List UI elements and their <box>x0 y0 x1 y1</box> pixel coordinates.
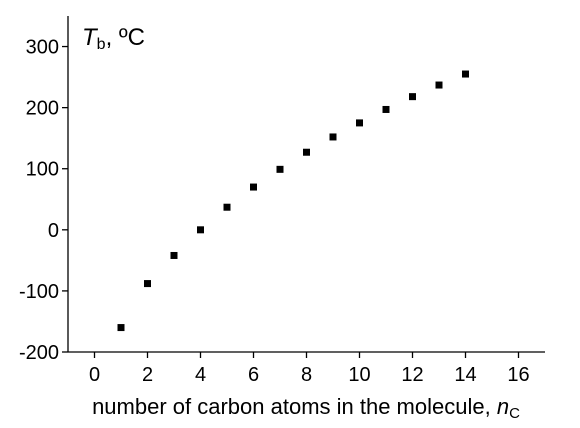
point <box>303 148 310 156</box>
x-tick-label: 6 <box>248 364 259 386</box>
x-tick-label: 0 <box>89 364 100 386</box>
point <box>409 93 416 101</box>
point <box>250 183 257 191</box>
y-tick-label: 0 <box>48 220 59 242</box>
x-tick-label: 2 <box>142 364 153 386</box>
y-label-symbol: T <box>82 24 99 51</box>
y-tick-label: -100 <box>19 281 59 303</box>
point <box>117 324 125 332</box>
x-tick-label: 10 <box>348 364 370 386</box>
y-label-subscript: b <box>97 36 106 53</box>
point <box>170 251 178 259</box>
x-tick-label: 14 <box>454 364 476 386</box>
point <box>435 81 443 89</box>
x-label-text: number of carbon atoms in the molecule, <box>92 394 497 419</box>
x-axis-label: number of carbon atoms in the molecule, … <box>92 394 520 422</box>
y-label-rest: , ºC <box>106 24 145 51</box>
point <box>462 70 469 78</box>
point <box>356 119 363 127</box>
point <box>144 280 151 288</box>
y-tick-label: 100 <box>26 159 59 181</box>
point <box>382 105 390 113</box>
x-tick-label: 12 <box>401 364 423 386</box>
y-axis-label: Tb, ºC <box>82 24 145 53</box>
point <box>197 226 204 234</box>
y-tick-label: 300 <box>26 37 59 59</box>
x-tick-label: 4 <box>195 364 206 386</box>
point <box>276 165 284 173</box>
point <box>329 133 337 141</box>
x-tick-label: 8 <box>301 364 312 386</box>
y-tick-label: 200 <box>26 98 59 120</box>
point <box>223 203 231 211</box>
x-label-subscript: C <box>509 405 520 422</box>
y-tick-label: -200 <box>19 342 59 364</box>
x-tick-label: 16 <box>507 364 529 386</box>
x-label-symbol: n <box>497 394 509 419</box>
